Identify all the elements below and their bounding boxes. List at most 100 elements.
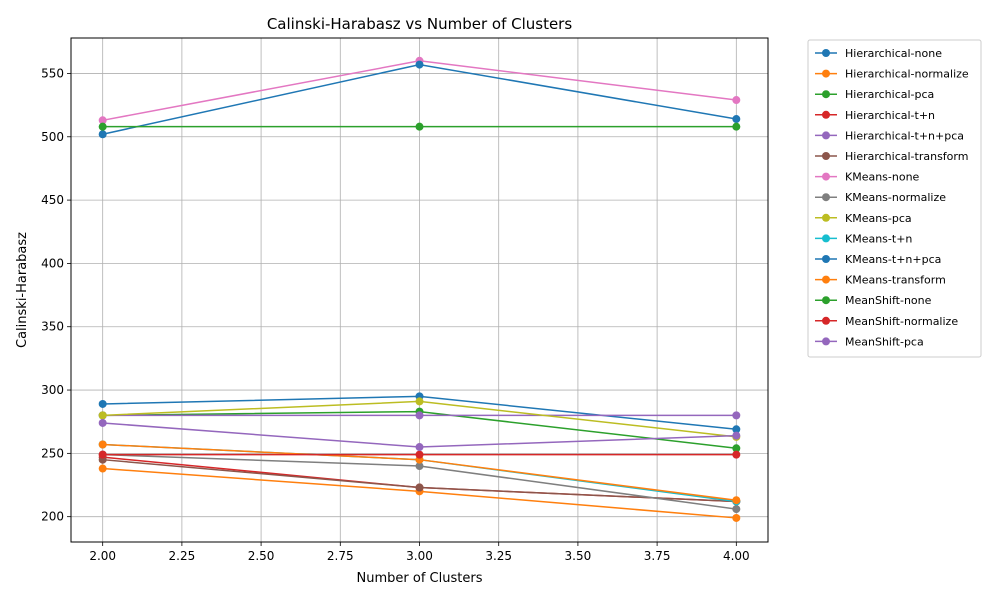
legend-item: KMeans-t+n+pca — [815, 253, 941, 266]
grid-lines — [71, 38, 768, 542]
y-tick-label: 500 — [41, 130, 64, 144]
data-point — [415, 122, 424, 131]
x-tick-label: 3.00 — [406, 549, 433, 563]
data-point — [732, 96, 741, 105]
y-tick-label: 200 — [41, 510, 64, 524]
legend-label: Hierarchical-t+n+pca — [845, 129, 964, 142]
legend-swatch-marker — [822, 69, 830, 78]
y-tick-label: 550 — [41, 66, 64, 80]
legend-swatch-marker — [822, 234, 830, 243]
chart-title: Calinski-Harabasz vs Number of Clusters — [267, 15, 573, 33]
x-tick-label: 2.75 — [327, 549, 354, 563]
legend-item: KMeans-t+n — [815, 232, 912, 245]
legend-label: MeanShift-normalize — [845, 315, 958, 328]
data-point — [98, 450, 107, 459]
legend-swatch-marker — [822, 316, 830, 325]
y-tick-label: 300 — [41, 383, 64, 397]
legend-item: Hierarchical-t+n+pca — [815, 129, 964, 142]
legend-swatch-marker — [822, 131, 830, 140]
legend-swatch-marker — [822, 337, 830, 346]
legend-label: MeanShift-none — [845, 294, 932, 307]
legend-item: MeanShift-normalize — [815, 315, 958, 328]
x-tick-label: 2.50 — [248, 549, 275, 563]
x-axis-label: Number of Clusters — [357, 571, 483, 586]
data-point — [98, 418, 107, 427]
legend-item: Hierarchical-t+n — [815, 109, 935, 122]
legend-item: MeanShift-none — [815, 294, 932, 307]
legend-item: KMeans-normalize — [815, 191, 946, 204]
series-13 — [98, 450, 741, 459]
legend-swatch-marker — [822, 172, 830, 181]
legend-label: MeanShift-pca — [845, 335, 924, 348]
data-point — [98, 116, 107, 125]
data-point — [98, 464, 107, 473]
data-point — [732, 425, 741, 434]
legend-label: KMeans-t+n — [845, 232, 912, 245]
series-4 — [98, 411, 741, 420]
x-tick-label: 3.75 — [644, 549, 671, 563]
legend-item: KMeans-transform — [815, 274, 946, 287]
legend-item: Hierarchical-none — [815, 47, 942, 60]
legend-swatch-marker — [822, 90, 830, 99]
legend-box — [807, 39, 982, 358]
legend-item: Hierarchical-normalize — [815, 68, 969, 81]
y-tick-label: 450 — [41, 193, 64, 207]
legend-label: KMeans-none — [845, 171, 920, 184]
data-point — [732, 411, 741, 420]
data-point — [732, 115, 741, 124]
legend-label: KMeans-transform — [845, 274, 946, 287]
series-12 — [98, 122, 741, 131]
legend-label: KMeans-pca — [845, 212, 912, 225]
legend-swatch-marker — [822, 193, 830, 202]
data-point — [732, 122, 741, 131]
data-point — [732, 496, 741, 505]
x-tick-label: 3.25 — [485, 549, 512, 563]
legend-swatch-marker — [822, 213, 830, 222]
data-point — [732, 505, 741, 514]
data-point — [415, 411, 424, 420]
legend-label: Hierarchical-normalize — [845, 68, 969, 81]
data-point — [732, 431, 741, 440]
data-point — [98, 130, 107, 139]
data-point — [415, 450, 424, 459]
legend-swatch-marker — [822, 255, 830, 263]
data-point — [98, 122, 107, 131]
legend-item: Hierarchical-pca — [815, 88, 934, 101]
y-tick-label: 400 — [41, 256, 64, 270]
x-tick-label: 2.25 — [169, 549, 196, 563]
legend-swatch-marker — [822, 296, 830, 305]
series-layer — [98, 56, 741, 522]
x-tick-label: 4.00 — [723, 549, 750, 563]
legend-item: KMeans-pca — [815, 212, 912, 225]
data-point — [732, 513, 741, 522]
legend-item: Hierarchical-transform — [815, 150, 968, 163]
legend-label: Hierarchical-t+n — [845, 109, 935, 122]
data-point — [415, 462, 424, 471]
y-tick-label: 350 — [41, 320, 64, 334]
legend-swatch-marker — [822, 110, 830, 119]
data-point — [415, 443, 424, 452]
x-tick-label: 2.00 — [89, 549, 116, 563]
data-point — [98, 411, 107, 420]
y-axis-label: Calinski-Harabasz — [15, 232, 30, 348]
legend-item: MeanShift-pca — [815, 335, 924, 348]
legend-label: KMeans-t+n+pca — [845, 253, 941, 266]
legend-label: Hierarchical-pca — [845, 88, 934, 101]
data-point — [98, 440, 107, 449]
x-axis: 2.00 2.25 2.50 2.75 3.00 3.25 3.50 3.75 4.00 — [89, 542, 750, 563]
series-14 — [98, 418, 741, 452]
legend-item: KMeans-none — [815, 171, 920, 184]
data-point — [732, 450, 741, 459]
data-point — [732, 444, 741, 453]
x-tick-label: 3.50 — [565, 549, 592, 563]
y-tick-label: 250 — [41, 446, 64, 460]
legend-swatch-marker — [822, 275, 830, 284]
data-point — [415, 397, 424, 406]
legend: Hierarchical-none Hierarchical-normalize H… — [807, 39, 982, 358]
y-axis: 200 250 300 350 400 450 500 550 — [41, 66, 71, 524]
data-point — [98, 399, 107, 408]
legend-label: Hierarchical-transform — [845, 150, 968, 163]
data-point — [415, 483, 424, 492]
data-point — [415, 60, 424, 69]
